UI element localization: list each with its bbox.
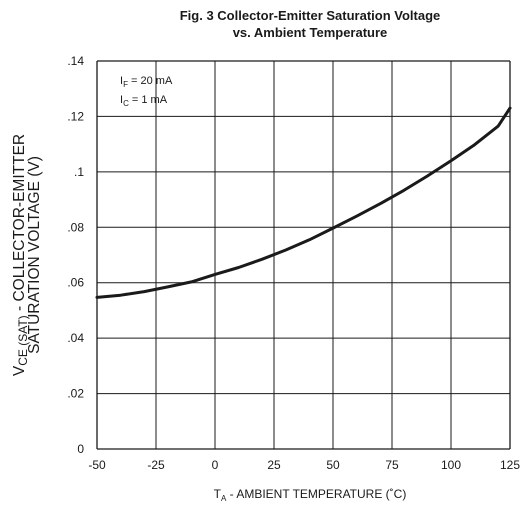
x-tick-labels: -50 -25 0 25 50 75 100 125 — [88, 458, 520, 472]
y-tick-label: .06 — [67, 276, 84, 290]
y-tick-labels: 0 .02 .04 .06 .08 .1 .12 .14 — [67, 54, 84, 456]
series-line — [95, 106, 512, 299]
svg-text:SATURATION VOLTAGE (V): SATURATION VOLTAGE (V) — [26, 156, 43, 354]
chart-subtitle: vs. Ambient Temperature — [233, 25, 388, 40]
x-tick-label: 50 — [326, 458, 340, 472]
y-tick-label: .1 — [74, 165, 84, 179]
x-axis-label: TA - AMBIENT TEMPERATURE (˚C) — [214, 487, 407, 503]
y-tick-label: .12 — [67, 109, 84, 123]
x-tick-label: -25 — [147, 458, 165, 472]
x-tick-label: 100 — [441, 458, 461, 472]
x-tick-label: 0 — [212, 458, 219, 472]
condition-notes: IF = 20 mA IC = 1 mA — [120, 75, 173, 108]
condition-note: IC = 1 mA — [120, 94, 168, 108]
y-axis-label: VCE (SAT) - COLLECTOR-EMITTER SATURATION… — [11, 134, 43, 376]
y-tick-label: .08 — [67, 220, 84, 234]
y-tick-label: 0 — [77, 442, 84, 456]
y-tick-label: .02 — [67, 387, 84, 401]
x-tick-label: -50 — [88, 458, 106, 472]
condition-note: IF = 20 mA — [120, 75, 173, 89]
svg-text:VCE (SAT) - COLLECTOR-EMITTER: VCE (SAT) - COLLECTOR-EMITTER — [11, 134, 30, 376]
y-tick-label: .14 — [67, 54, 84, 68]
series-group — [95, 106, 512, 299]
x-tick-label: 75 — [385, 458, 399, 472]
grid — [96, 60, 511, 450]
y-tick-label: .04 — [67, 331, 84, 345]
x-tick-label: 125 — [500, 458, 520, 472]
x-tick-label: 25 — [267, 458, 281, 472]
chart-title: Fig. 3 Collector-Emitter Saturation Volt… — [180, 8, 441, 23]
